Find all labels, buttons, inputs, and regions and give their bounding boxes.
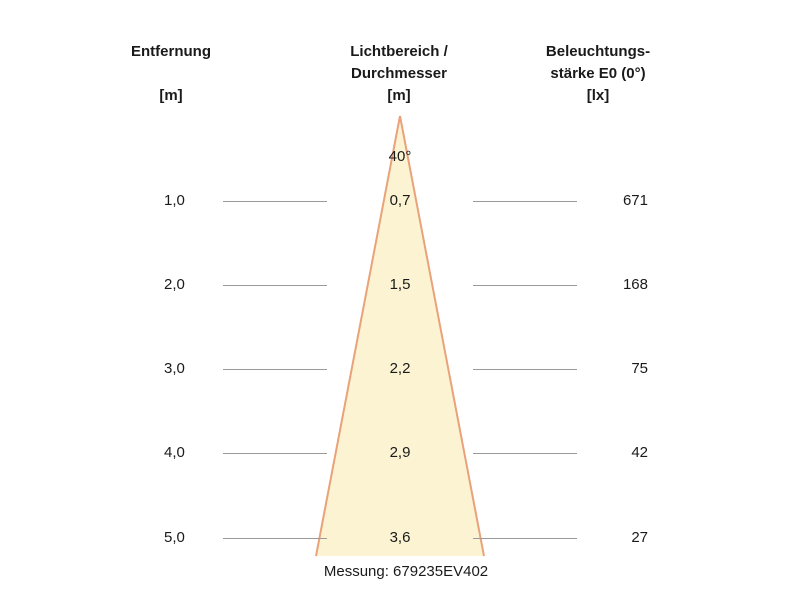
illuminance-value: 42 <box>631 444 648 461</box>
light-cone-left-edge <box>315 115 401 557</box>
distance-value: 5,0 <box>164 529 185 546</box>
diameter-header-line2: Durchmesser <box>351 65 447 82</box>
guide-line-right <box>473 285 577 286</box>
diameter-header-line1: Lichtbereich / <box>350 43 448 60</box>
measurement-footer: Messung: 679235EV402 <box>323 563 489 580</box>
illuminance-header: Beleuchtungs- stärke E0 (0°) [lx] <box>546 41 650 107</box>
guide-line-right <box>473 538 577 539</box>
distance-header-unit: [m] <box>159 87 183 104</box>
diameter-value: 3,6 <box>389 529 411 546</box>
illuminance-value: 671 <box>622 192 648 209</box>
guide-line-right <box>473 453 577 454</box>
guide-line-left <box>223 201 327 202</box>
distance-header: Entfernung [m] <box>131 41 211 107</box>
diameter-header: Lichtbereich / Durchmesser [m] <box>350 41 448 107</box>
diameter-value: 0,7 <box>389 192 411 209</box>
diameter-value: 2,2 <box>389 360 411 377</box>
diameter-value: 1,5 <box>389 276 411 293</box>
light-cone-fill <box>316 116 484 556</box>
illuminance-header-unit: [lx] <box>586 87 610 104</box>
illuminance-header-line2: stärke E0 (0°) <box>550 65 646 82</box>
guide-line-left <box>223 369 327 370</box>
distance-value: 2,0 <box>164 276 185 293</box>
light-cone-right-edge <box>399 115 485 557</box>
guide-line-left <box>223 538 327 539</box>
distance-value: 1,0 <box>164 192 185 209</box>
illuminance-header-line1: Beleuchtungs- <box>545 43 651 60</box>
beam-angle-label: 40° <box>388 148 412 165</box>
guide-line-left <box>223 285 327 286</box>
guide-line-right <box>473 201 577 202</box>
distance-value: 3,0 <box>164 360 185 377</box>
diameter-header-unit: [m] <box>387 87 411 104</box>
illuminance-value: 27 <box>631 529 648 546</box>
distance-value: 4,0 <box>164 444 185 461</box>
guide-line-left <box>223 453 327 454</box>
illuminance-value: 168 <box>622 276 648 293</box>
distance-header-label: Entfernung <box>131 43 211 60</box>
guide-line-right <box>473 369 577 370</box>
diameter-value: 2,9 <box>389 444 411 461</box>
illuminance-value: 75 <box>631 360 648 377</box>
